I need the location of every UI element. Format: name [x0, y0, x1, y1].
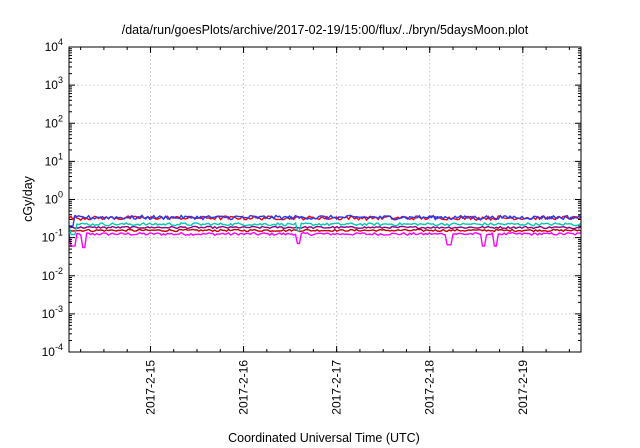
- grid-lines: [69, 47, 581, 352]
- y-tick-label: 10-2: [42, 266, 63, 283]
- x-tick-label: 2017-2-15: [143, 360, 157, 415]
- x-tick-label: 2017-2-16: [237, 360, 251, 415]
- series-line: [68, 225, 582, 230]
- y-tick-label: 104: [45, 37, 63, 54]
- y-tick-label: 103: [45, 75, 63, 92]
- series-lines: [68, 214, 582, 249]
- y-tick-label: 10-4: [42, 342, 63, 359]
- y-axis-label: cGy/day: [21, 175, 35, 222]
- x-tick-label: 2017-2-17: [330, 360, 344, 415]
- y-tick-label: 100: [45, 190, 63, 207]
- x-tick-label: 2017-2-18: [423, 360, 437, 415]
- x-tick-label: 2017-2-19: [516, 360, 530, 415]
- y-tick-label: 10-1: [42, 228, 63, 245]
- y-tick-labels: 10-4 10-3 10-2 10-1 100 101 102 103 104: [42, 37, 63, 359]
- series-line: [69, 214, 582, 227]
- y-tick-label: 102: [45, 113, 63, 130]
- series-line: [69, 228, 582, 233]
- y-tick-label: 101: [45, 151, 63, 168]
- chart-title: /data/run/goesPlots/archive/2017-02-19/1…: [122, 23, 529, 37]
- axis-ticks: [69, 46, 581, 353]
- x-tick-labels: 2017-2-15 2017-2-16 2017-2-17 2017-2-18 2017…: [143, 360, 529, 415]
- x-axis-label: Coordinated Universal Time (UTC): [228, 431, 420, 445]
- y-tick-label: 10-3: [42, 304, 63, 321]
- series-line: [68, 231, 582, 249]
- series-line: [68, 215, 582, 221]
- series-line: [68, 222, 582, 236]
